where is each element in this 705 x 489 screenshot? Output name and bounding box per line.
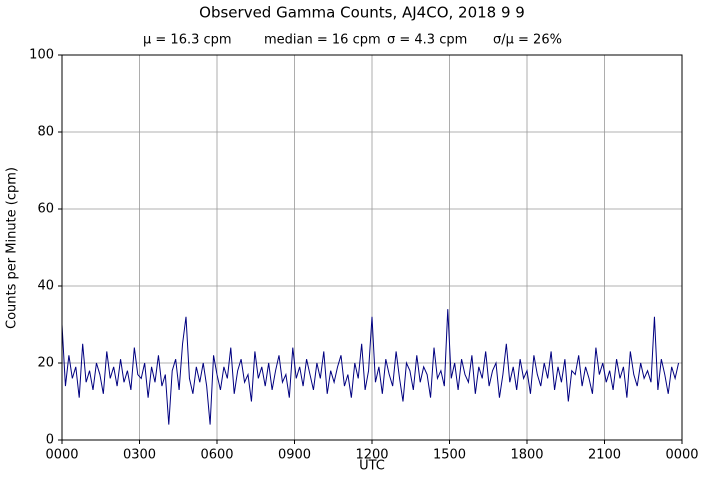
y-tick-label: 40	[37, 279, 54, 294]
x-tick-label: 0000	[45, 448, 78, 463]
x-tick-label: 1500	[433, 448, 466, 463]
x-tick-label: 0600	[200, 448, 233, 463]
stat-label: σ = 4.3 cpm	[387, 33, 467, 48]
plot-frame	[61, 54, 683, 441]
x-axis-label: UTC	[359, 459, 385, 474]
x-tick-label: 1800	[510, 448, 543, 463]
x-tick-label: 2100	[588, 448, 621, 463]
y-tick-label: 60	[37, 202, 54, 217]
x-tick-label: 0000	[665, 448, 698, 463]
stat-label: median = 16 cpm	[264, 33, 381, 48]
x-tick-label: 1200	[355, 448, 388, 463]
y-tick-label: 0	[46, 433, 54, 448]
y-tick-label: 20	[37, 356, 54, 371]
data-line	[61, 309, 680, 425]
y-axis-label: Counts per Minute (cpm)	[5, 167, 20, 329]
y-tick-label: 100	[29, 48, 54, 63]
chart-title: Observed Gamma Counts, AJ4CO, 2018 9 9	[199, 4, 525, 22]
x-tick-label: 0300	[123, 448, 156, 463]
x-tick-label: 0900	[278, 448, 311, 463]
y-tick-label: 80	[37, 125, 54, 140]
stat-label: μ = 16.3 cpm	[143, 33, 232, 48]
stat-label: σ/μ = 26%	[493, 33, 562, 48]
